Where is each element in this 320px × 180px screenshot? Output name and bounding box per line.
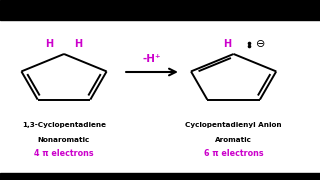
Text: 1,3-Cyclopentadiene: 1,3-Cyclopentadiene [22, 122, 106, 128]
Text: -H⁺: -H⁺ [143, 54, 161, 64]
Bar [0, 173, 320, 180]
Bar [0, 0, 320, 20]
Text: ⊖: ⊖ [256, 39, 266, 49]
Text: Nonaromatic: Nonaromatic [38, 136, 90, 143]
Text: H: H [45, 39, 54, 49]
Text: 4 π electrons: 4 π electrons [34, 149, 94, 158]
Text: Cyclopentadienyl Anion: Cyclopentadienyl Anion [185, 122, 282, 128]
Text: H: H [223, 39, 231, 49]
Text: Aromatic: Aromatic [215, 136, 252, 143]
Text: H: H [74, 39, 83, 49]
Text: 6 π electrons: 6 π electrons [204, 149, 263, 158]
